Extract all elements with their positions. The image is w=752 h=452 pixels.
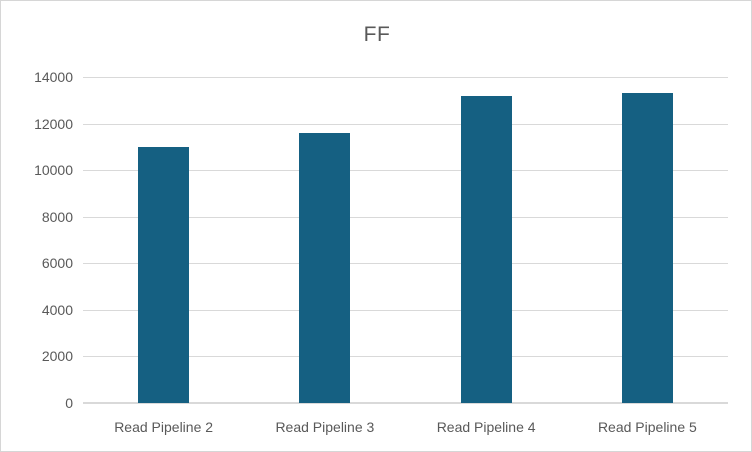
x-axis-category-label: Read Pipeline 4 [436, 419, 536, 435]
x-axis-category-label: Read Pipeline 5 [597, 419, 697, 435]
x-axis-category-label: Read Pipeline 3 [275, 419, 375, 435]
y-axis-tick-label: 12000 [34, 115, 73, 132]
bar[interactable] [299, 132, 351, 403]
bar[interactable] [460, 95, 512, 403]
y-axis-tick-label: 8000 [41, 208, 73, 225]
y-axis-tick-label: 4000 [41, 301, 73, 318]
y-axis-tick-label: 2000 [41, 348, 73, 365]
x-axis-line [83, 402, 728, 404]
gridline [83, 309, 728, 311]
gridline [83, 77, 728, 78]
bar[interactable] [138, 146, 190, 403]
y-axis-tick-label: 6000 [41, 255, 73, 272]
y-axis-tick-label: 0 [65, 395, 73, 411]
chart-title: FF [363, 23, 391, 46]
y-axis-tick-label: 10000 [34, 162, 73, 179]
gridline [83, 263, 728, 265]
gridline [83, 216, 728, 218]
bar[interactable] [621, 93, 673, 403]
gridline [83, 356, 728, 358]
y-axis-tick-label: 14000 [34, 69, 73, 85]
x-axis-category-label: Read Pipeline 2 [114, 419, 214, 435]
gridline [83, 123, 728, 125]
gridline [83, 170, 728, 172]
